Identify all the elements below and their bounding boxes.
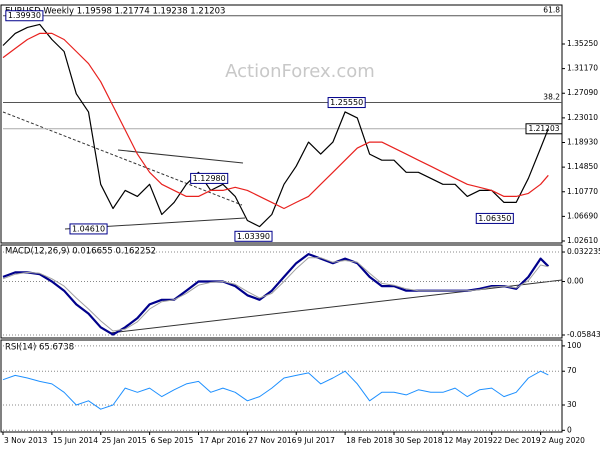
x-tick-label: 30 Sep 2018 (395, 436, 443, 445)
annotation-label: 1.12980 (193, 174, 226, 183)
x-tick-label: 22 Dec 2019 (493, 436, 541, 445)
rsi-title: RSI(14) 65.6738 (5, 343, 74, 353)
x-tick-label: 2 Aug 2020 (542, 436, 585, 445)
y-tick-label: 1.14850 (567, 162, 598, 171)
series-line (2, 23, 549, 228)
y-tick-label: 1.23010 (567, 113, 598, 122)
annotation-box (475, 212, 514, 224)
annotation-box (5, 10, 44, 22)
last-price-label: 1.21203 (528, 124, 559, 133)
series-line (2, 32, 549, 210)
y-tick-label: 1.27090 (567, 88, 598, 97)
annotation-box (190, 172, 229, 184)
annotation-label: 1.25550 (330, 98, 363, 107)
x-tick-label: 18 Feb 2018 (346, 436, 393, 445)
x-tick-label: 25 Jan 2015 (102, 436, 147, 445)
annotation-box (327, 97, 366, 109)
macd-title: MACD(12,26,9) 0.016655 0.162252 (5, 247, 156, 257)
panel-frame (0, 244, 563, 339)
y-tick-label: 0.032235 (567, 247, 600, 256)
series-line (2, 253, 550, 336)
x-tick-label: 17 Apr 2016 (199, 436, 246, 445)
y-tick-label: 100 (567, 341, 582, 350)
x-tick-label: 15 Jun 2014 (53, 436, 98, 445)
series-line (2, 257, 549, 332)
y-tick-label: 1.18930 (567, 138, 598, 147)
annotation-label: 1.06350 (478, 214, 511, 223)
panel-frame (0, 339, 563, 433)
trendline (117, 149, 244, 164)
y-tick-label: 1.35250 (567, 39, 598, 48)
y-tick-label: 1.06690 (567, 211, 598, 220)
y-tick-label: 0.00 (567, 277, 584, 286)
x-tick-label: 27 Nov 2016 (248, 436, 296, 445)
last-price-box (525, 123, 563, 135)
x-tick-label: 9 Jul 2017 (297, 436, 335, 445)
annotation-label: 1.03390 (237, 232, 270, 241)
trendline (2, 111, 243, 206)
x-tick-label: 12 May 2019 (444, 436, 493, 445)
annotation-label: 1.04610 (72, 224, 105, 233)
y-tick-label: 0 (567, 425, 572, 434)
annotation-box (234, 230, 273, 242)
y-tick-label: -0.058434 (567, 330, 600, 339)
annotation-box (69, 223, 108, 235)
price-title: EURUSD,Weekly 1.19598 1.21774 1.19238 1.… (5, 7, 225, 17)
y-tick-label: 30 (567, 400, 577, 409)
y-tick-label: 1.31170 (567, 64, 598, 73)
level-label: 38.2 (543, 93, 560, 102)
y-tick-label: 70 (567, 366, 577, 375)
y-tick-label: 1.02610 (567, 236, 598, 245)
watermark: ActionForex.com (225, 61, 375, 82)
y-tick-label: 1.10770 (567, 187, 598, 196)
annotation-label: 1.39930 (8, 11, 41, 20)
x-tick-label: 3 Nov 2013 (4, 436, 47, 445)
trendline (109, 279, 563, 334)
level-label: 61.8 (543, 6, 560, 15)
series-line (2, 370, 549, 410)
x-tick-label: 6 Sep 2015 (151, 436, 194, 445)
